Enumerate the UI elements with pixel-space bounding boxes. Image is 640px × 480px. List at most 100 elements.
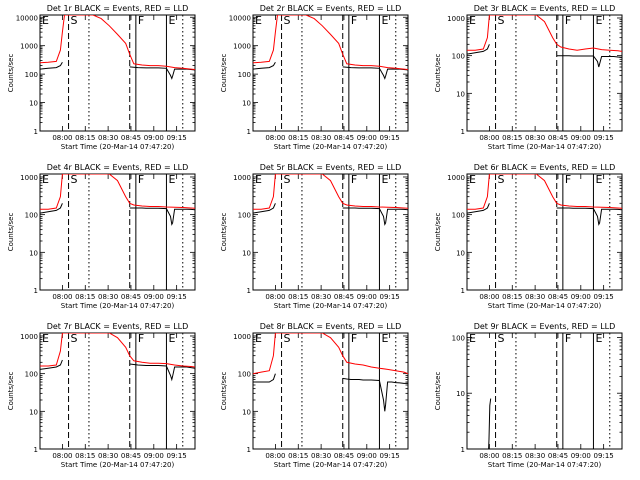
- detector-panel: Det 8r BLACK = Events, RED = LLD 1 10 100 10…: [220, 322, 409, 469]
- plot-frame: [252, 173, 409, 291]
- events-series-line: [342, 66, 408, 80]
- x-tick-label: 08:00: [265, 293, 285, 301]
- plot-frame: [466, 332, 623, 450]
- x-tick-label: 09:00: [571, 134, 591, 142]
- y-tick-label: 10: [456, 390, 465, 398]
- events-series-line: [253, 373, 276, 383]
- y-tick-label: 100: [25, 212, 38, 220]
- x-tick-label: 09:15: [594, 134, 614, 142]
- x-tick-label: 08:30: [525, 293, 545, 301]
- y-tick-label: 10000: [229, 14, 251, 22]
- y-axis-label: Counts/sec: [220, 372, 228, 411]
- x-tick-label: 08:00: [479, 452, 499, 460]
- x-tick-label: 08:15: [288, 293, 308, 301]
- y-axis-label: Counts/sec: [434, 372, 442, 411]
- x-tick-label: 08:45: [334, 293, 354, 301]
- x-tick-label: 08:00: [479, 293, 499, 301]
- y-tick-label: 1000: [447, 174, 465, 182]
- y-tick-label: 100: [238, 71, 251, 79]
- x-tick-label: 09:15: [167, 293, 187, 301]
- event-marker-label: E: [469, 332, 476, 345]
- lld-series-line: [253, 333, 408, 375]
- y-tick-label: 1: [247, 446, 251, 454]
- lld-series-line: [40, 333, 195, 368]
- x-axis-label: Start Time (20-Mar-14 07:47:20): [274, 461, 388, 469]
- panel-title: Det 4r BLACK = Events, RED = LLD: [47, 163, 189, 172]
- x-tick-label: 08:00: [52, 134, 72, 142]
- x-tick-label: 08:15: [502, 452, 522, 460]
- x-tick-label: 08:15: [288, 452, 308, 460]
- events-series-line: [467, 203, 490, 214]
- y-tick-label: 100: [452, 334, 465, 342]
- y-tick-label: 1: [247, 287, 251, 295]
- event-marker-label: F: [138, 14, 144, 27]
- panel-title: Det 8r BLACK = Events, RED = LLD: [260, 322, 402, 331]
- event-marker-label: S: [498, 14, 505, 27]
- detector-panel: Det 2r BLACK = Events, RED = LLD 1 10 100 10…: [220, 4, 409, 151]
- x-tick-label: 09:15: [167, 452, 187, 460]
- y-tick-label: 1: [34, 446, 38, 454]
- x-tick-label: 09:00: [571, 293, 591, 301]
- event-marker-label: E: [381, 173, 388, 186]
- event-marker-label: S: [71, 332, 78, 345]
- detector-panel: Det 4r BLACK = Events, RED = LLD 1 10 100 10…: [7, 163, 196, 310]
- detector-panel: Det 9r BLACK = Events, RED = LLD 1 10 100 Co…: [434, 322, 623, 469]
- panel-title: Det 3r BLACK = Events, RED = LLD: [474, 4, 616, 13]
- series-group: [40, 174, 195, 226]
- x-tick-label: 09:00: [144, 134, 164, 142]
- event-marker-label: S: [284, 173, 291, 186]
- x-tick-label: 08:00: [479, 134, 499, 142]
- x-tick-label: 08:45: [334, 452, 354, 460]
- x-tick-label: 08:00: [265, 134, 285, 142]
- y-tick-label: 10000: [16, 14, 38, 22]
- y-tick-label: 1000: [20, 174, 38, 182]
- x-tick-label: 08:00: [52, 293, 72, 301]
- x-tick-label: 08:00: [52, 452, 72, 460]
- panel-title: Det 6r BLACK = Events, RED = LLD: [474, 163, 616, 172]
- events-series-line: [40, 62, 63, 70]
- event-marker-label: S: [284, 332, 291, 345]
- detector-panel: Det 7r BLACK = Events, RED = LLD 1 10 100 10…: [7, 322, 196, 469]
- x-tick-label: 08:45: [121, 134, 141, 142]
- lld-series-line: [40, 15, 195, 70]
- lld-series-line: [253, 15, 408, 70]
- event-marker-label: E: [42, 14, 49, 27]
- lld-series-line: [253, 174, 408, 210]
- y-tick-label: 1000: [233, 174, 251, 182]
- x-axis-label: Start Time (20-Mar-14 07:47:20): [61, 302, 175, 310]
- event-marker-label: E: [469, 14, 476, 27]
- y-tick-label: 1000: [20, 333, 38, 341]
- x-tick-label: 08:30: [311, 134, 331, 142]
- panel-title: Det 9r BLACK = Events, RED = LLD: [474, 322, 616, 331]
- y-tick-label: 10: [242, 408, 251, 416]
- plot-frame: [252, 14, 409, 132]
- x-tick-label: 09:15: [167, 134, 187, 142]
- event-marker-label: S: [498, 173, 505, 186]
- y-axis-label: Counts/sec: [220, 213, 228, 252]
- x-tick-label: 09:00: [357, 134, 377, 142]
- event-marker-label: F: [351, 173, 357, 186]
- y-tick-label: 100: [452, 212, 465, 220]
- x-tick-label: 08:30: [311, 452, 331, 460]
- event-marker-label: S: [71, 14, 78, 27]
- y-tick-label: 1: [461, 446, 465, 454]
- y-tick-label: 10: [456, 249, 465, 257]
- event-marker-label: E: [168, 14, 175, 27]
- y-axis-label: Counts/sec: [434, 213, 442, 252]
- event-marker-label: E: [255, 332, 262, 345]
- plot-frame: [466, 173, 623, 291]
- x-tick-label: 08:30: [525, 452, 545, 460]
- event-marker-label: S: [284, 14, 291, 27]
- y-tick-label: 1: [461, 287, 465, 295]
- series-group: [488, 398, 492, 449]
- events-series-line: [40, 359, 63, 370]
- y-tick-label: 1: [34, 287, 38, 295]
- events-series-line: [342, 377, 408, 412]
- x-tick-label: 08:15: [502, 293, 522, 301]
- x-axis-label: Start Time (20-Mar-14 07:47:20): [488, 461, 602, 469]
- event-marker-label: S: [498, 332, 505, 345]
- x-tick-label: 09:00: [144, 452, 164, 460]
- x-tick-label: 09:15: [594, 293, 614, 301]
- event-marker-label: E: [168, 332, 175, 345]
